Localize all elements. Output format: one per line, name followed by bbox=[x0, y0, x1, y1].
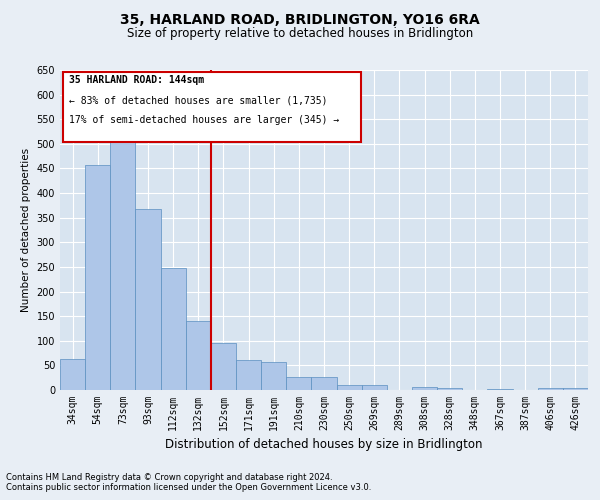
Bar bbox=[85, 164, 110, 390]
Bar bbox=[110, 134, 136, 390]
Bar bbox=[261, 362, 286, 390]
Bar bbox=[236, 360, 261, 390]
Text: Size of property relative to detached houses in Bridlington: Size of property relative to detached ho… bbox=[127, 28, 473, 40]
Text: Contains HM Land Registry data © Crown copyright and database right 2024.: Contains HM Land Registry data © Crown c… bbox=[6, 474, 332, 482]
Bar bbox=[437, 388, 462, 390]
Bar bbox=[60, 360, 85, 390]
Text: Contains public sector information licensed under the Open Government Licence v3: Contains public sector information licen… bbox=[6, 484, 371, 492]
Bar bbox=[186, 321, 211, 390]
Bar bbox=[286, 377, 311, 390]
Bar bbox=[211, 343, 236, 390]
FancyBboxPatch shape bbox=[62, 72, 361, 142]
Bar bbox=[563, 388, 588, 390]
Text: 35 HARLAND ROAD: 144sqm: 35 HARLAND ROAD: 144sqm bbox=[69, 76, 204, 86]
Text: 17% of semi-detached houses are larger (345) →: 17% of semi-detached houses are larger (… bbox=[69, 116, 339, 126]
Bar bbox=[311, 377, 337, 390]
X-axis label: Distribution of detached houses by size in Bridlington: Distribution of detached houses by size … bbox=[165, 438, 483, 452]
Bar bbox=[538, 388, 563, 390]
Text: ← 83% of detached houses are smaller (1,735): ← 83% of detached houses are smaller (1,… bbox=[69, 96, 328, 106]
Bar bbox=[487, 389, 512, 390]
Bar bbox=[412, 387, 437, 390]
Y-axis label: Number of detached properties: Number of detached properties bbox=[21, 148, 31, 312]
Bar bbox=[136, 209, 161, 390]
Bar bbox=[362, 384, 387, 390]
Bar bbox=[337, 385, 362, 390]
Bar bbox=[161, 268, 186, 390]
Text: 35, HARLAND ROAD, BRIDLINGTON, YO16 6RA: 35, HARLAND ROAD, BRIDLINGTON, YO16 6RA bbox=[120, 12, 480, 26]
